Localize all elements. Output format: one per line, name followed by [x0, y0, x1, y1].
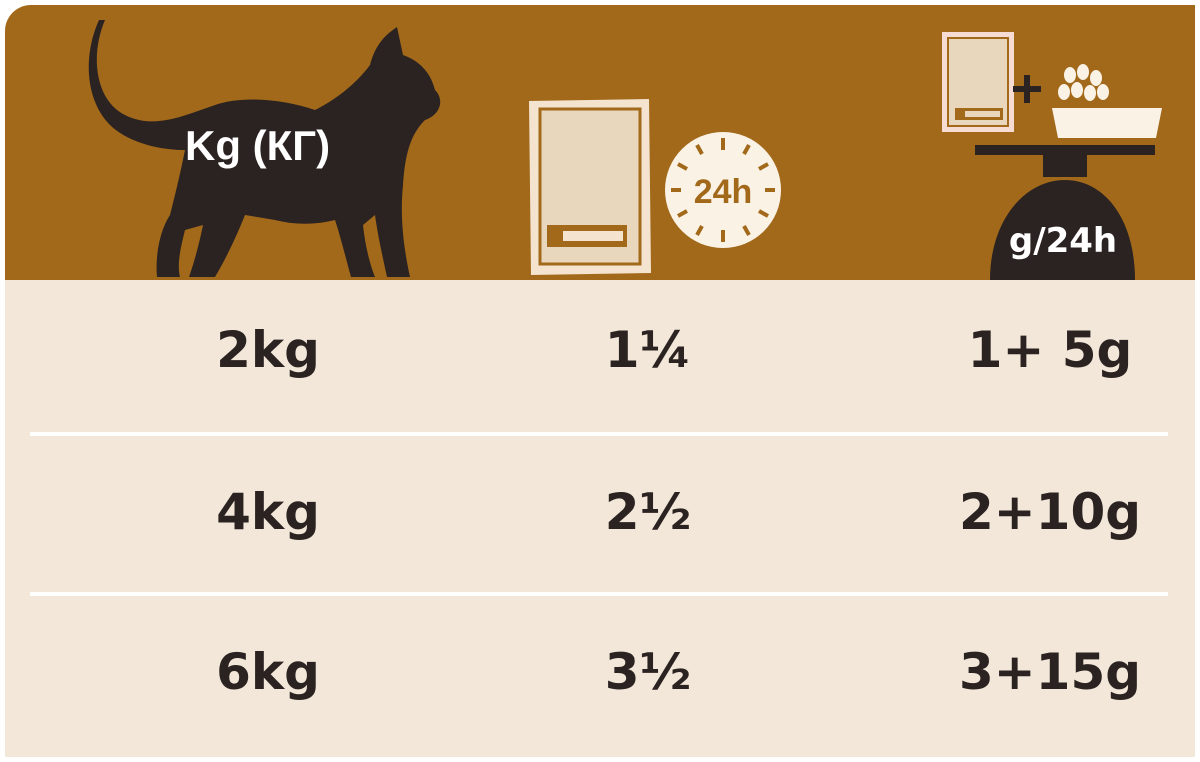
feeding-table: Kg (КГ) 24h	[5, 5, 1195, 757]
table-header: Kg (КГ) 24h	[5, 5, 1195, 280]
cat-silhouette-icon: Kg (КГ)	[88, 20, 441, 277]
row-divider	[30, 432, 1168, 436]
pouch-icon	[529, 99, 651, 275]
mixed-cell: 1+ 5g	[967, 321, 1133, 379]
pouch-plus-kibble-bowl-icon: g/24h	[942, 32, 1162, 280]
weight-cell: 4kg	[216, 483, 320, 541]
mixed-cell: 3+15g	[958, 643, 1142, 701]
mixed-cell: 2+10g	[958, 483, 1142, 541]
pouches-cell: 1¼	[604, 321, 692, 379]
row-divider	[30, 592, 1168, 596]
clock-24h-icon: 24h	[665, 132, 781, 248]
daily-header-label: 24h	[694, 173, 753, 211]
pouches-cell: 2½	[604, 483, 692, 541]
weight-cell: 2kg	[216, 321, 320, 379]
pouches-cell: 3½	[604, 643, 692, 701]
weight-cell: 6kg	[216, 643, 320, 701]
weight-header-label: Kg (КГ)	[185, 122, 330, 169]
mixed-header-label: g/24h	[1009, 221, 1117, 261]
